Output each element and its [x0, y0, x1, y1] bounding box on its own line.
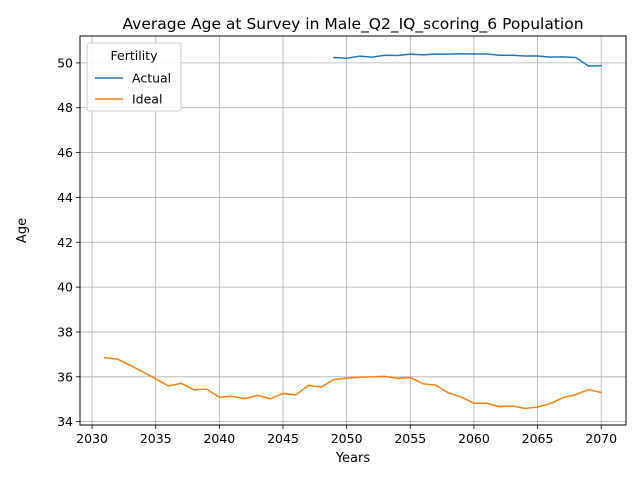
- y-tick-label: 40: [57, 280, 73, 295]
- x-tick-label: 2070: [585, 431, 617, 446]
- x-axis-label: Years: [335, 451, 371, 466]
- legend-label-actual: Actual: [132, 71, 171, 86]
- x-tick-label: 2045: [267, 431, 299, 446]
- y-tick-label: 44: [57, 190, 73, 205]
- x-tick-label: 2030: [76, 431, 108, 446]
- x-tick-label: 2050: [331, 431, 363, 446]
- y-tick-label: 48: [57, 100, 73, 115]
- legend-label-ideal: Ideal: [132, 92, 162, 107]
- y-axis-label: Age: [15, 218, 30, 243]
- y-tick-label: 36: [57, 369, 73, 384]
- y-tick-label: 38: [57, 324, 73, 339]
- legend-title: Fertility: [111, 48, 159, 63]
- chart-title: Average Age at Survey in Male_Q2_IQ_scor…: [122, 15, 583, 34]
- x-tick-label: 2040: [203, 431, 235, 446]
- series-line-actual: [334, 54, 601, 66]
- axis-ticks: 2030 2035 2040 2045 2050 2055 2060 2065 2070 34 36…: [57, 55, 617, 446]
- x-tick-label: 2035: [140, 431, 172, 446]
- x-tick-label: 2065: [522, 431, 554, 446]
- y-tick-label: 42: [57, 235, 73, 250]
- y-tick-label: 50: [57, 55, 73, 70]
- y-tick-label: 46: [57, 145, 73, 160]
- y-tick-label: 34: [57, 414, 73, 429]
- x-tick-label: 2055: [394, 431, 426, 446]
- legend: Fertility Actual Ideal: [87, 43, 181, 111]
- x-tick-label: 2060: [458, 431, 490, 446]
- series-line-ideal: [105, 358, 601, 409]
